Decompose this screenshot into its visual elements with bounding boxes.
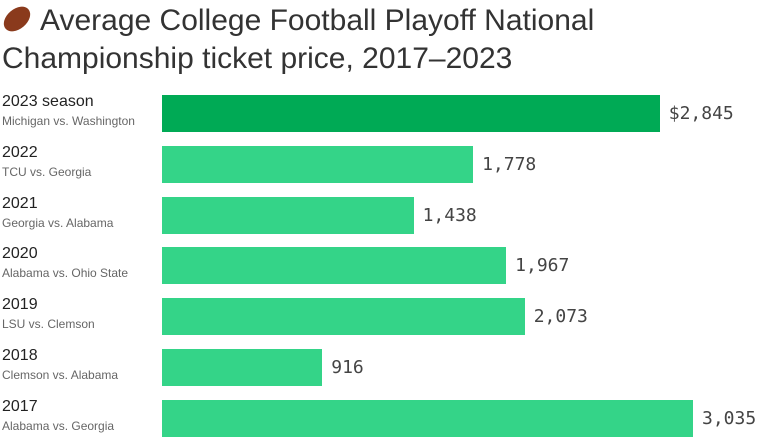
value-label: 1,438 [422,204,477,226]
value-label: 1,778 [482,153,537,175]
category-label: 2022 [2,143,38,161]
bar [162,247,507,285]
value-label: $2,845 [668,103,734,124]
matchup-label: LSU vs. Clemson [2,317,95,332]
bar-row: 2023 season Michigan vs. Washington $2,8… [0,93,768,135]
category-label: 2019 [2,296,38,314]
bar-row: 2017 Alabama vs. Georgia 3,035 [0,397,768,440]
matchup-label: Alabama vs. Georgia [2,418,115,433]
category-label: 2018 [2,347,38,364]
bar [162,95,660,132]
bar [162,399,693,437]
matchup-label: Clemson vs. Alabama [2,368,119,382]
matchup-label: Michigan vs. Washington [2,114,135,128]
bar [162,298,525,336]
matchup-label: Alabama vs. Ohio State [2,266,129,281]
value-label: 916 [331,357,364,378]
category-label: 2021 [2,194,38,212]
value-label: 3,035 [702,407,757,429]
category-label: 2017 [2,397,38,415]
bar-row: 2019 LSU vs. Clemson 2,073 [0,296,768,338]
matchup-label: Georgia vs. Alabama [2,215,114,230]
bar-row: 2018 Clemson vs. Alabama 916 [0,347,768,389]
category-label: 2023 season [2,93,94,110]
value-label: 2,073 [533,306,588,328]
bar [162,349,323,386]
bar [162,145,474,183]
bar-row: 2021 Georgia vs. Alabama 1,438 [0,194,768,237]
category-label: 2020 [2,245,38,263]
bar-row: 2022 TCU vs. Georgia 1,778 [0,143,768,186]
bar [162,196,414,234]
chart-title: Average College Football Playoff Nationa… [0,1,768,78]
value-label: 1,967 [515,255,570,277]
matchup-label: TCU vs. Georgia [2,164,92,179]
bar-row: 2020 Alabama vs. Ohio State 1,967 [0,245,768,287]
american-football-icon [0,1,35,37]
